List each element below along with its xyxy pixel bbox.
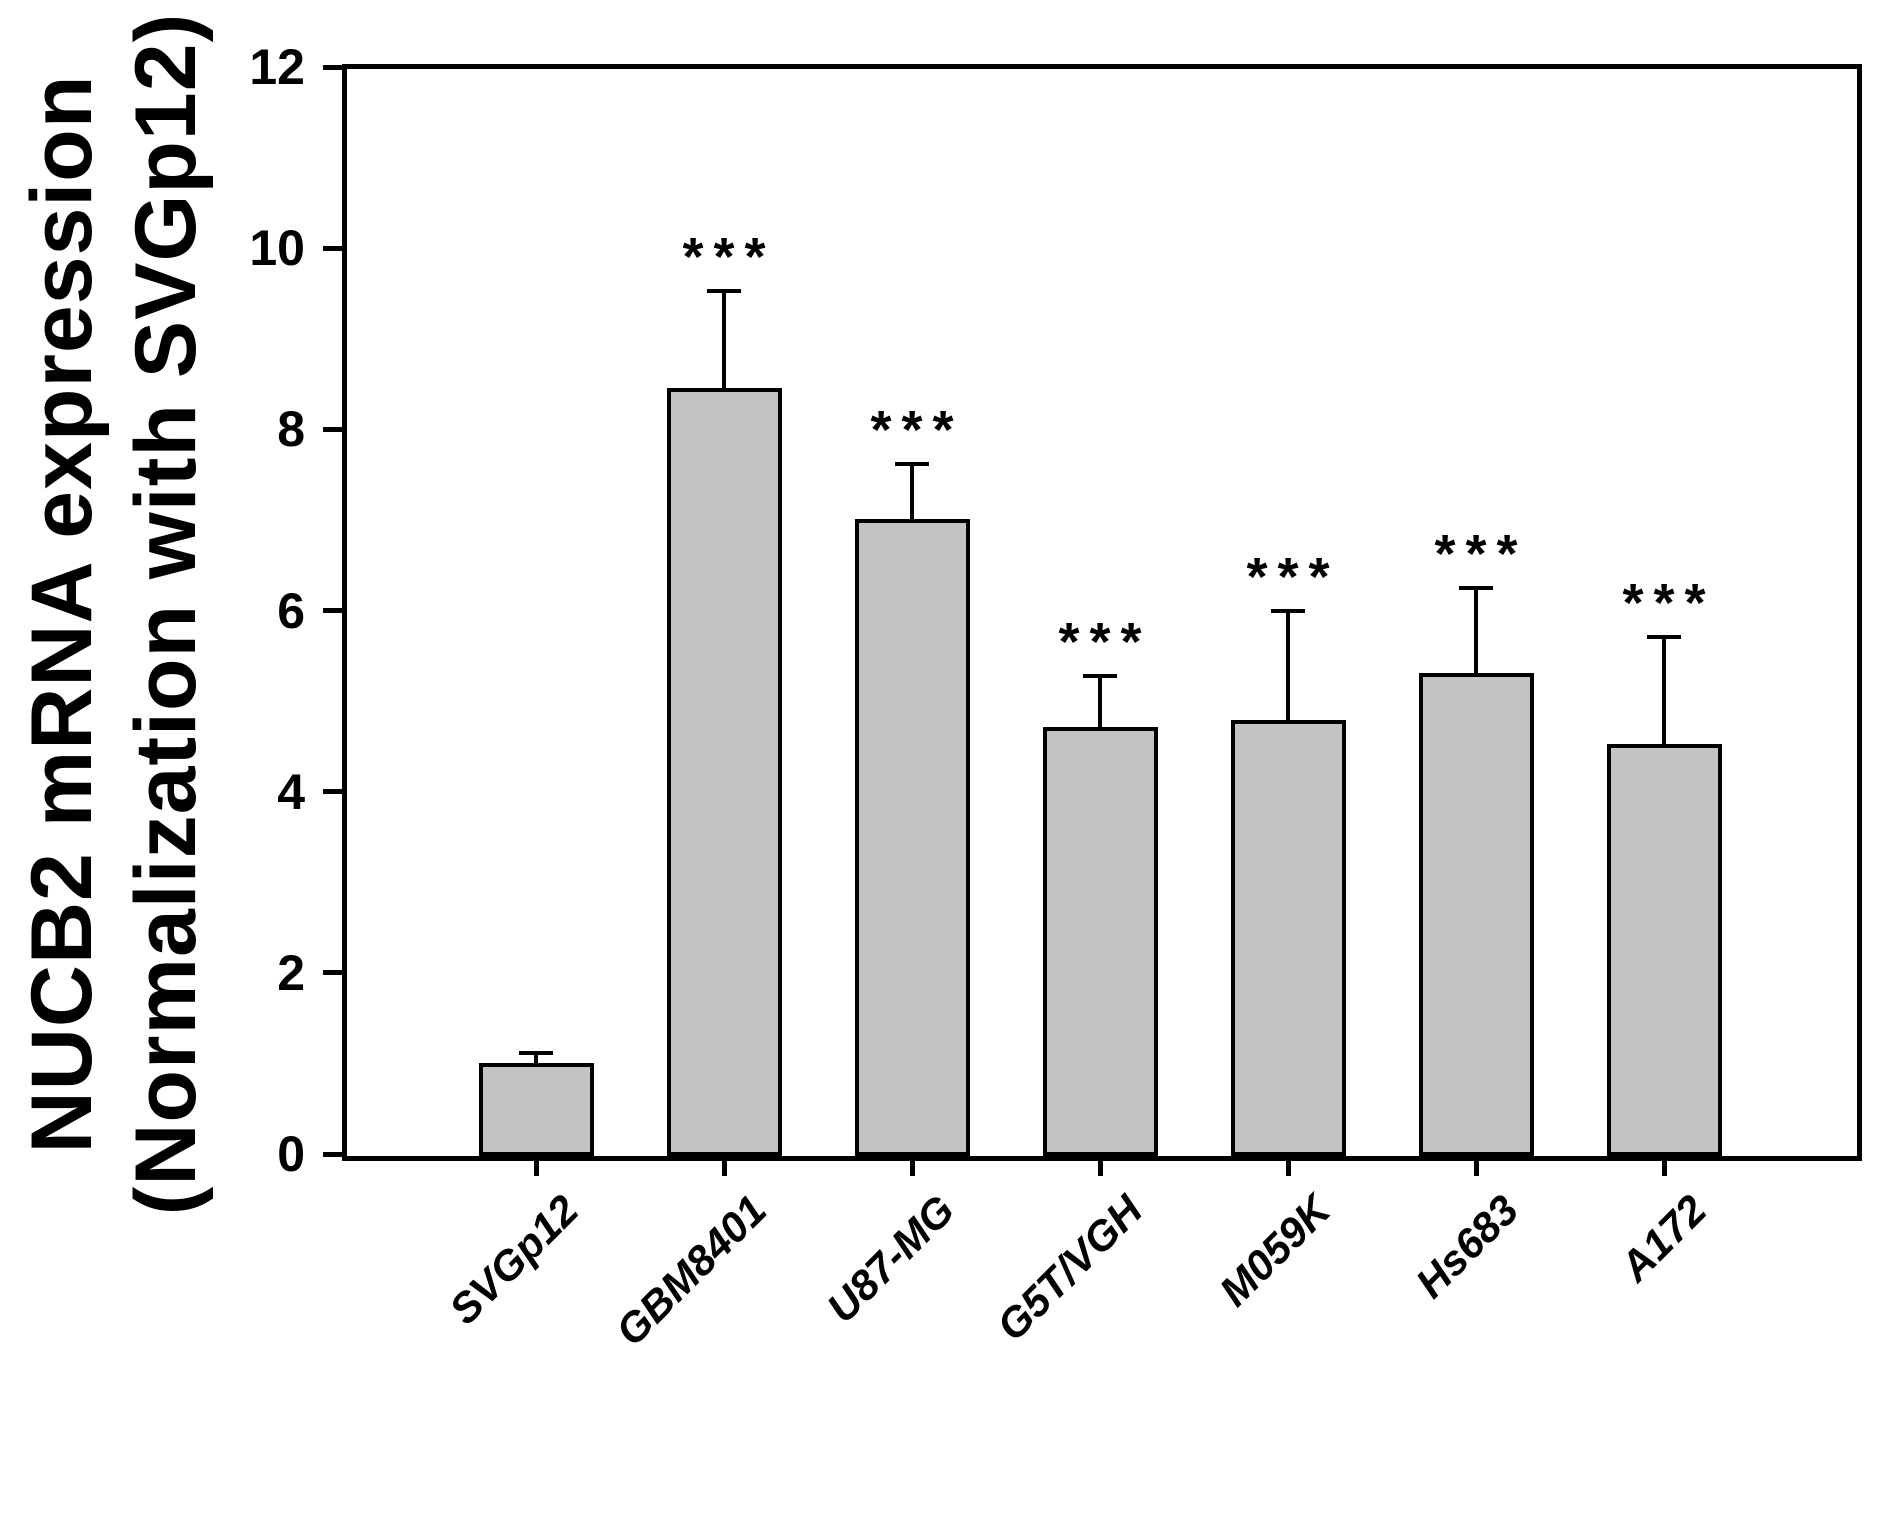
x-axis-tick [533,1156,539,1176]
y-tick-label: 8 [277,401,305,458]
y-axis-label-line1: NUCB2 mRNA expression [14,74,110,1154]
x-axis-tick [1285,1156,1291,1176]
x-tick-label: SVGp12 [440,1186,588,1334]
y-axis-tick [323,245,345,251]
significance-marker: *** [1058,611,1152,672]
error-bar-cap [519,1050,553,1055]
y-tick-label: 10 [249,220,305,277]
error-bar-cap [1083,673,1117,678]
y-tick-label: 4 [277,763,305,820]
significance-marker: *** [1246,546,1340,607]
error-bar-cap [895,461,929,466]
error-bar-line [1286,610,1290,721]
bar [1606,743,1722,1156]
bar [1042,727,1158,1156]
y-axis-label: NUCB2 mRNA expression (Normalization wit… [10,0,222,1314]
error-bar-line [722,290,726,388]
x-axis-tick [909,1156,915,1176]
x-axis-tick [721,1156,727,1176]
error-bar-cap [1647,634,1681,639]
error-bar-cap [1459,585,1493,590]
y-tick-label: 2 [277,944,305,1001]
y-axis-tick [323,970,345,976]
x-tick-label: A172 [1611,1186,1716,1291]
significance-marker: *** [870,399,964,460]
y-tick-label: 0 [277,1126,305,1182]
error-bar-line [1098,675,1102,728]
y-axis-tick [323,1151,345,1157]
bar [1230,720,1346,1156]
bar [478,1063,594,1156]
bar [666,387,782,1156]
x-tick-label: U87-MG [817,1186,964,1332]
error-bar-line [910,463,914,519]
y-axis-tick [323,608,345,613]
y-axis-tick [323,789,345,795]
significance-marker: *** [682,226,776,287]
x-axis-tick [1473,1156,1479,1176]
y-tick-label: 12 [249,39,305,95]
x-tick-label: GBM8401 [606,1186,776,1355]
x-axis-tick [1097,1156,1103,1176]
bar [1418,673,1534,1156]
bar-chart-figure: NUCB2 mRNA expression (Normalization wit… [10,0,1862,1355]
x-tick-label: M059K [1210,1186,1340,1315]
error-bar-line [534,1052,538,1064]
y-axis-tick [323,426,345,432]
error-bar-line [1662,636,1666,744]
x-tick-label: Hs683 [1406,1186,1528,1307]
y-axis-tick [323,64,345,70]
x-tick-label: G5T/VGH [987,1186,1152,1350]
error-bar-line [1474,587,1478,673]
significance-marker: *** [1434,523,1528,584]
significance-marker: *** [1622,572,1716,633]
y-tick-label: 6 [277,582,305,639]
x-axis-tick [1661,1156,1667,1176]
error-bar-cap [707,288,741,293]
error-bar-cap [1271,608,1305,613]
bar [854,519,970,1156]
y-axis-label-line2: (Normalization with SVGp12) [118,12,214,1216]
